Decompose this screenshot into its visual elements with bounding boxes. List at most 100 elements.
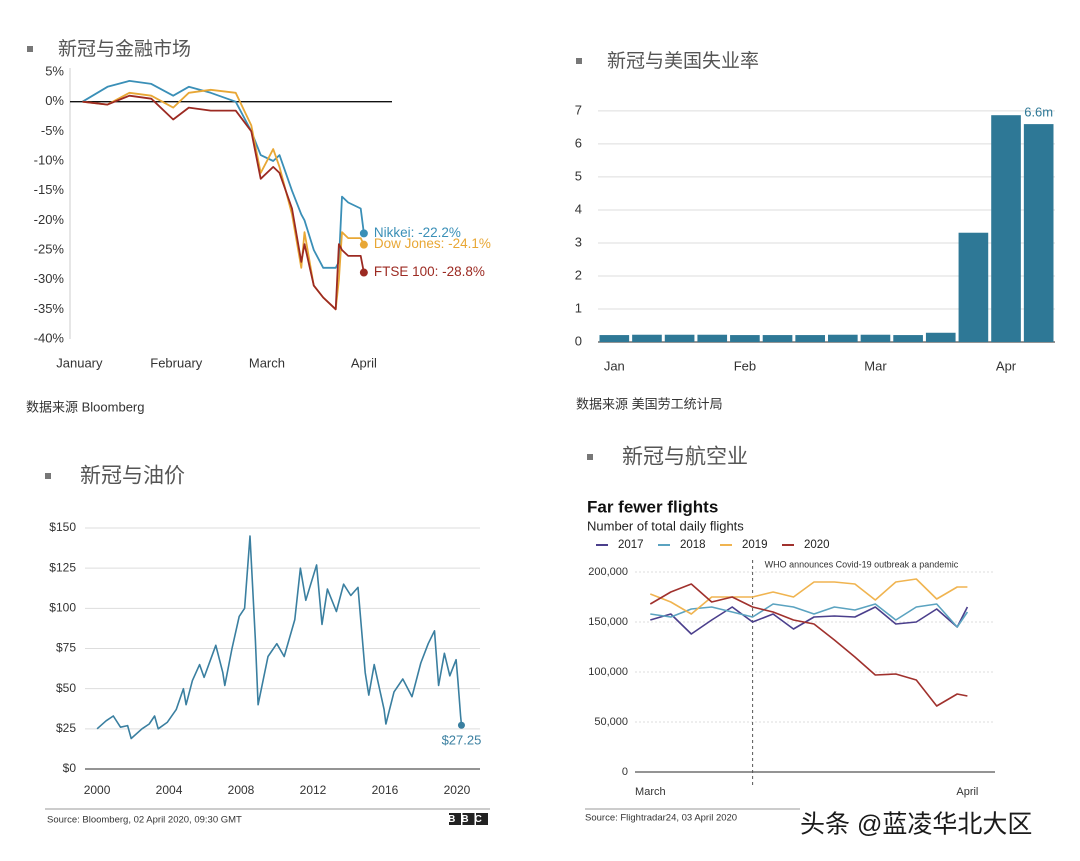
y-tick-label: 0% — [45, 93, 64, 108]
y-tick-label: -5% — [41, 123, 65, 138]
legend-label: 2020 — [804, 539, 830, 551]
x-tick-label: 2012 — [300, 783, 327, 797]
end-point — [457, 721, 465, 729]
bullet — [576, 58, 582, 64]
y-tick-label: 0 — [575, 333, 582, 348]
value-label: $27.25 — [442, 733, 482, 748]
section-heading: 新冠与航空业 — [622, 446, 748, 469]
end-label: Nikkei: -22.2% — [374, 225, 461, 240]
logo-block — [449, 813, 461, 825]
line — [82, 94, 365, 311]
bullet — [27, 46, 33, 52]
y-tick-label: $125 — [49, 560, 76, 574]
x-tick-label: Apr — [996, 358, 1017, 373]
end-point — [359, 240, 368, 249]
x-tick-label: 2004 — [156, 783, 183, 797]
y-tick-label: $0 — [63, 761, 77, 775]
y-tick-label: -20% — [34, 212, 65, 227]
line — [650, 578, 968, 615]
source: 数据来源 Bloomberg — [26, 399, 144, 414]
bar — [795, 335, 825, 342]
x-tick-label: Feb — [734, 358, 756, 373]
bar — [925, 332, 956, 342]
y-tick-label: 4 — [575, 201, 582, 216]
x-tick-label: 2000 — [84, 783, 111, 797]
source: Source: Flightradar24, 03 April 2020 — [585, 813, 737, 824]
x-tick-label: April — [351, 355, 377, 370]
y-tick-label: -15% — [34, 182, 65, 197]
watermark: 头条 @蓝凌华北大区 — [800, 811, 1032, 839]
bullet — [587, 454, 593, 460]
bar — [860, 334, 891, 342]
y-tick-label: $150 — [49, 520, 76, 534]
y-tick-label: 5% — [45, 63, 64, 78]
y-tick-label: 6 — [575, 135, 582, 150]
y-tick-label: -30% — [34, 271, 65, 286]
y-tick-label: 2 — [575, 267, 582, 282]
end-label: Dow Jones: -24.1% — [374, 236, 491, 251]
logo-block — [476, 813, 488, 825]
legend-label: 2018 — [680, 539, 706, 551]
bar — [828, 334, 858, 342]
y-tick-label: $25 — [56, 721, 76, 735]
section-heading: 新冠与金融市场 — [58, 38, 191, 60]
bar — [762, 335, 793, 342]
y-tick-label: -25% — [34, 241, 65, 256]
source: 数据来源 美国劳工统计局 — [576, 396, 723, 411]
x-tick-label: 2008 — [228, 783, 255, 797]
line — [649, 583, 968, 707]
bar — [632, 334, 662, 342]
line — [82, 80, 365, 269]
legend-label: 2017 — [618, 539, 644, 551]
y-tick-label: 7 — [575, 102, 582, 117]
value-label: 6.6m — [1024, 105, 1053, 120]
line — [96, 535, 463, 740]
x-tick-label: February — [150, 355, 203, 370]
y-tick-label: 0 — [622, 766, 628, 778]
bar — [664, 334, 695, 342]
y-tick-label: 150,000 — [588, 616, 628, 628]
x-tick-label: March — [249, 355, 285, 370]
y-tick-label: -35% — [34, 301, 65, 316]
y-tick-label: 1 — [575, 300, 582, 315]
y-tick-label: 50,000 — [594, 716, 628, 728]
logo-block — [462, 813, 475, 825]
x-tick-label: 2016 — [372, 783, 399, 797]
bar — [991, 115, 1021, 342]
legend-label: 2019 — [742, 539, 768, 551]
y-tick-label: 3 — [575, 234, 582, 249]
bullet — [45, 473, 51, 479]
x-tick-label: January — [56, 355, 103, 370]
bar — [599, 335, 630, 342]
chart-subtitle: Number of total daily flights — [587, 518, 744, 533]
y-tick-label: $50 — [56, 681, 76, 695]
bar — [697, 334, 728, 342]
x-tick-label: Jan — [604, 358, 625, 373]
y-tick-label: $100 — [49, 601, 76, 615]
bar — [1023, 124, 1054, 342]
bar — [958, 232, 989, 342]
line — [82, 88, 365, 311]
logo: BBC — [448, 814, 488, 825]
source: Source: Bloomberg, 02 April 2020, 09:30 … — [47, 815, 242, 826]
bar — [730, 335, 760, 342]
line — [650, 606, 969, 635]
annotation: WHO announces Covid-19 outbreak a pandem… — [765, 559, 959, 569]
section-heading: 新冠与油价 — [80, 465, 185, 488]
x-tick-label: 2020 — [444, 783, 471, 797]
y-tick-label: -40% — [34, 330, 65, 345]
y-tick-label: 100,000 — [588, 666, 628, 678]
bar — [893, 335, 923, 342]
end-point — [359, 268, 368, 277]
line — [650, 603, 969, 628]
end-point — [359, 229, 368, 238]
x-tick-label: Mar — [864, 358, 887, 373]
section-heading: 新冠与美国失业率 — [607, 50, 759, 72]
end-label: FTSE 100: -28.8% — [374, 264, 485, 279]
y-tick-label: 5 — [575, 168, 582, 183]
y-tick-label: -10% — [34, 152, 65, 167]
x-tick-label: March — [635, 786, 666, 798]
x-tick-label: April — [956, 786, 978, 798]
